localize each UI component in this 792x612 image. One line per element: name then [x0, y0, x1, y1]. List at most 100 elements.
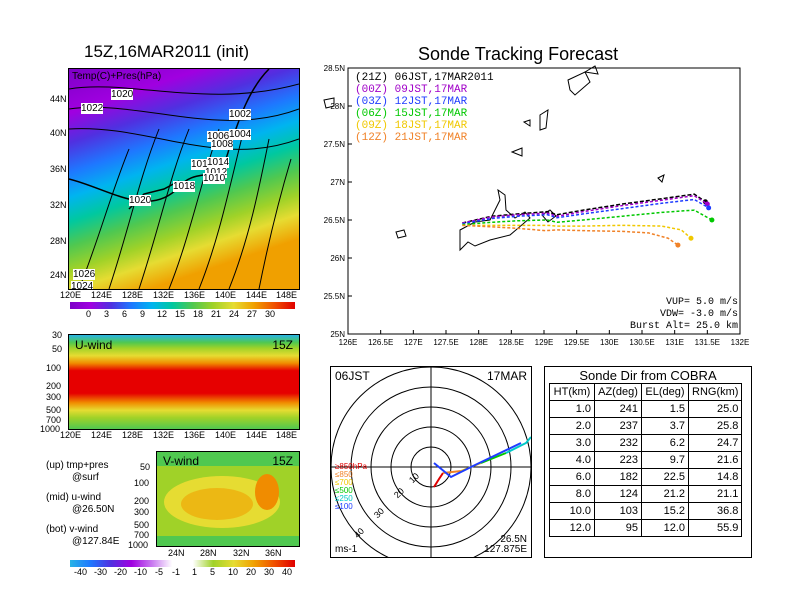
note-bot: (bot) v-wind: [46, 524, 99, 535]
lon-tick: 144E: [246, 430, 268, 440]
vwind-panel: V-wind 15Z: [156, 451, 300, 547]
legend-entry: (03Z) 12JST,17MAR: [355, 96, 468, 108]
pressure-legend-entry: ≥850hPa: [335, 462, 367, 471]
table-row: 8.0 124 21.2 21.1: [549, 485, 743, 503]
isobar-label: 1020: [111, 89, 134, 100]
table-row: 2.0 237 3.7 25.8: [549, 417, 743, 435]
colorbar-tick: -30: [94, 567, 108, 577]
table-row: 10.0 103 15.2 36.8: [549, 502, 743, 520]
table-cell: 3.7: [641, 417, 689, 435]
colorbar-tick: 6: [122, 309, 128, 319]
y-tick-label: 28.5N: [324, 64, 346, 73]
y-tick-label: 26N: [330, 254, 345, 263]
legend-entry: (21Z) 06JST,17MAR2011: [355, 72, 494, 84]
pressure-legend-entry: ≤500: [335, 486, 353, 495]
series-endpoint: [709, 217, 715, 223]
info-vup: VUP= 5.0 m/s: [665, 297, 738, 308]
p-tick: 100: [134, 478, 150, 488]
x-tick-label: 128E: [469, 338, 488, 347]
sonde-table: HT(km) AZ(deg) EL(deg) RNG(km) 1.0 241 1.5…: [549, 383, 743, 537]
isobar-label: 1020: [129, 195, 152, 206]
table-cell: 232: [594, 434, 642, 452]
note-mid: (mid) u-wind: [46, 492, 102, 503]
table-cell: 6.0: [549, 468, 595, 486]
colorbar-tick: 30: [264, 567, 275, 577]
legend-entry: (06Z) 15JST,17MAR: [355, 108, 468, 120]
table-cell: 241: [594, 400, 642, 418]
note-bot2: @127.84E: [72, 536, 120, 547]
series-line: [462, 224, 679, 246]
track-chart: 126E 126.5E 127E 127.5E 128E 128.5E 129E 129.5E…: [323, 64, 749, 347]
isobar-label: 1010: [203, 173, 226, 184]
lon-tick: 128E: [122, 430, 144, 440]
colorbar-tick: 15: [175, 309, 186, 319]
x-tick-label: 130.5E: [629, 338, 654, 347]
table-cell: 10.0: [549, 502, 595, 520]
isobar-label: 1008: [211, 139, 234, 150]
info-burst: Burst Alt= 25.0 km: [629, 321, 738, 332]
lat-tick: 28N: [50, 236, 67, 246]
pressure-legend-entry: ≤250: [335, 494, 353, 503]
x-tick-label: 127E: [404, 338, 423, 347]
column-header: HT(km): [549, 383, 595, 401]
table-cell: 14.8: [687, 468, 743, 486]
isobar-label: 1004: [229, 129, 252, 140]
y-tick-label: 25N: [330, 330, 345, 339]
hodograph: [433, 436, 531, 488]
lat-tick: 36N: [265, 548, 282, 558]
p-tick: 50: [52, 344, 63, 354]
lon-tick: 120E: [60, 290, 82, 300]
x-tick-label: 126E: [339, 338, 358, 347]
table-cell: 9.7: [641, 451, 689, 469]
x-tick-label: 129E: [535, 338, 554, 347]
table-cell: 182: [594, 468, 642, 486]
x-tick-label: 131.5E: [695, 338, 720, 347]
table-header-row: HT(km) AZ(deg) EL(deg) RNG(km): [549, 383, 743, 401]
table-cell: 6.2: [641, 434, 689, 452]
series-endpoint: [675, 242, 681, 248]
isobar-label: 1022: [81, 103, 104, 114]
p-tick: 1000: [128, 540, 149, 550]
table-cell: 21.6: [687, 451, 743, 469]
table-cell: 223: [594, 451, 642, 469]
colorbar-tick: 1: [192, 567, 198, 577]
isobar-label: 1002: [229, 109, 252, 120]
legend-entry: (12Z) 21JST,17MAR: [355, 132, 468, 144]
temp-colorbar: [70, 302, 295, 309]
x-tick-label: 126.5E: [368, 338, 393, 347]
uwind-time: 15Z: [272, 338, 293, 352]
polar-unit: ms-1: [335, 544, 358, 555]
lon-tick: 136E: [184, 430, 206, 440]
series-line: [462, 209, 713, 226]
table-cell: 3.0: [549, 434, 595, 452]
colorbar-tick: 30: [265, 309, 276, 319]
uwind-label: U-wind: [75, 338, 113, 352]
y-tick-label: 25.5N: [324, 292, 346, 301]
table-cell: 1.0: [549, 400, 595, 418]
polar-panel: 06JST 17MAR 10 20 30 40 ≥850hPa ≤850 ≤70…: [330, 366, 532, 558]
table-cell: 25.0: [687, 400, 743, 418]
table-cell: 103: [594, 502, 642, 520]
isobar-label: 1014: [207, 157, 230, 168]
colorbar-tick: -20: [114, 567, 128, 577]
colorbar-tick: -40: [74, 567, 88, 577]
x-tick-label: 129.5E: [564, 338, 589, 347]
legend-entry: (09Z) 18JST,17MAR: [355, 120, 468, 132]
table-cell: 8.0: [549, 485, 595, 503]
polar-lon: 127.875E: [484, 544, 527, 555]
p-tick: 200: [134, 496, 150, 506]
colorbar-tick: 21: [211, 309, 222, 319]
lon-tick: 140E: [215, 290, 237, 300]
lon-tick: 148E: [276, 430, 298, 440]
lon-tick: 120E: [60, 430, 82, 440]
pressure-legend-entry: ≤700: [335, 478, 353, 487]
x-tick-label: 127.5E: [433, 338, 458, 347]
lat-tick: 32N: [233, 548, 250, 558]
y-tick-label: 28N: [330, 102, 345, 111]
legend-entry: (00Z) 09JST,17MAR: [355, 84, 468, 96]
table-row: 3.0 232 6.2 24.7: [549, 434, 743, 452]
table-cell: 55.9: [687, 519, 743, 537]
series-endpoint: [704, 201, 710, 207]
lon-tick: 132E: [153, 290, 175, 300]
lon-tick: 136E: [184, 290, 206, 300]
